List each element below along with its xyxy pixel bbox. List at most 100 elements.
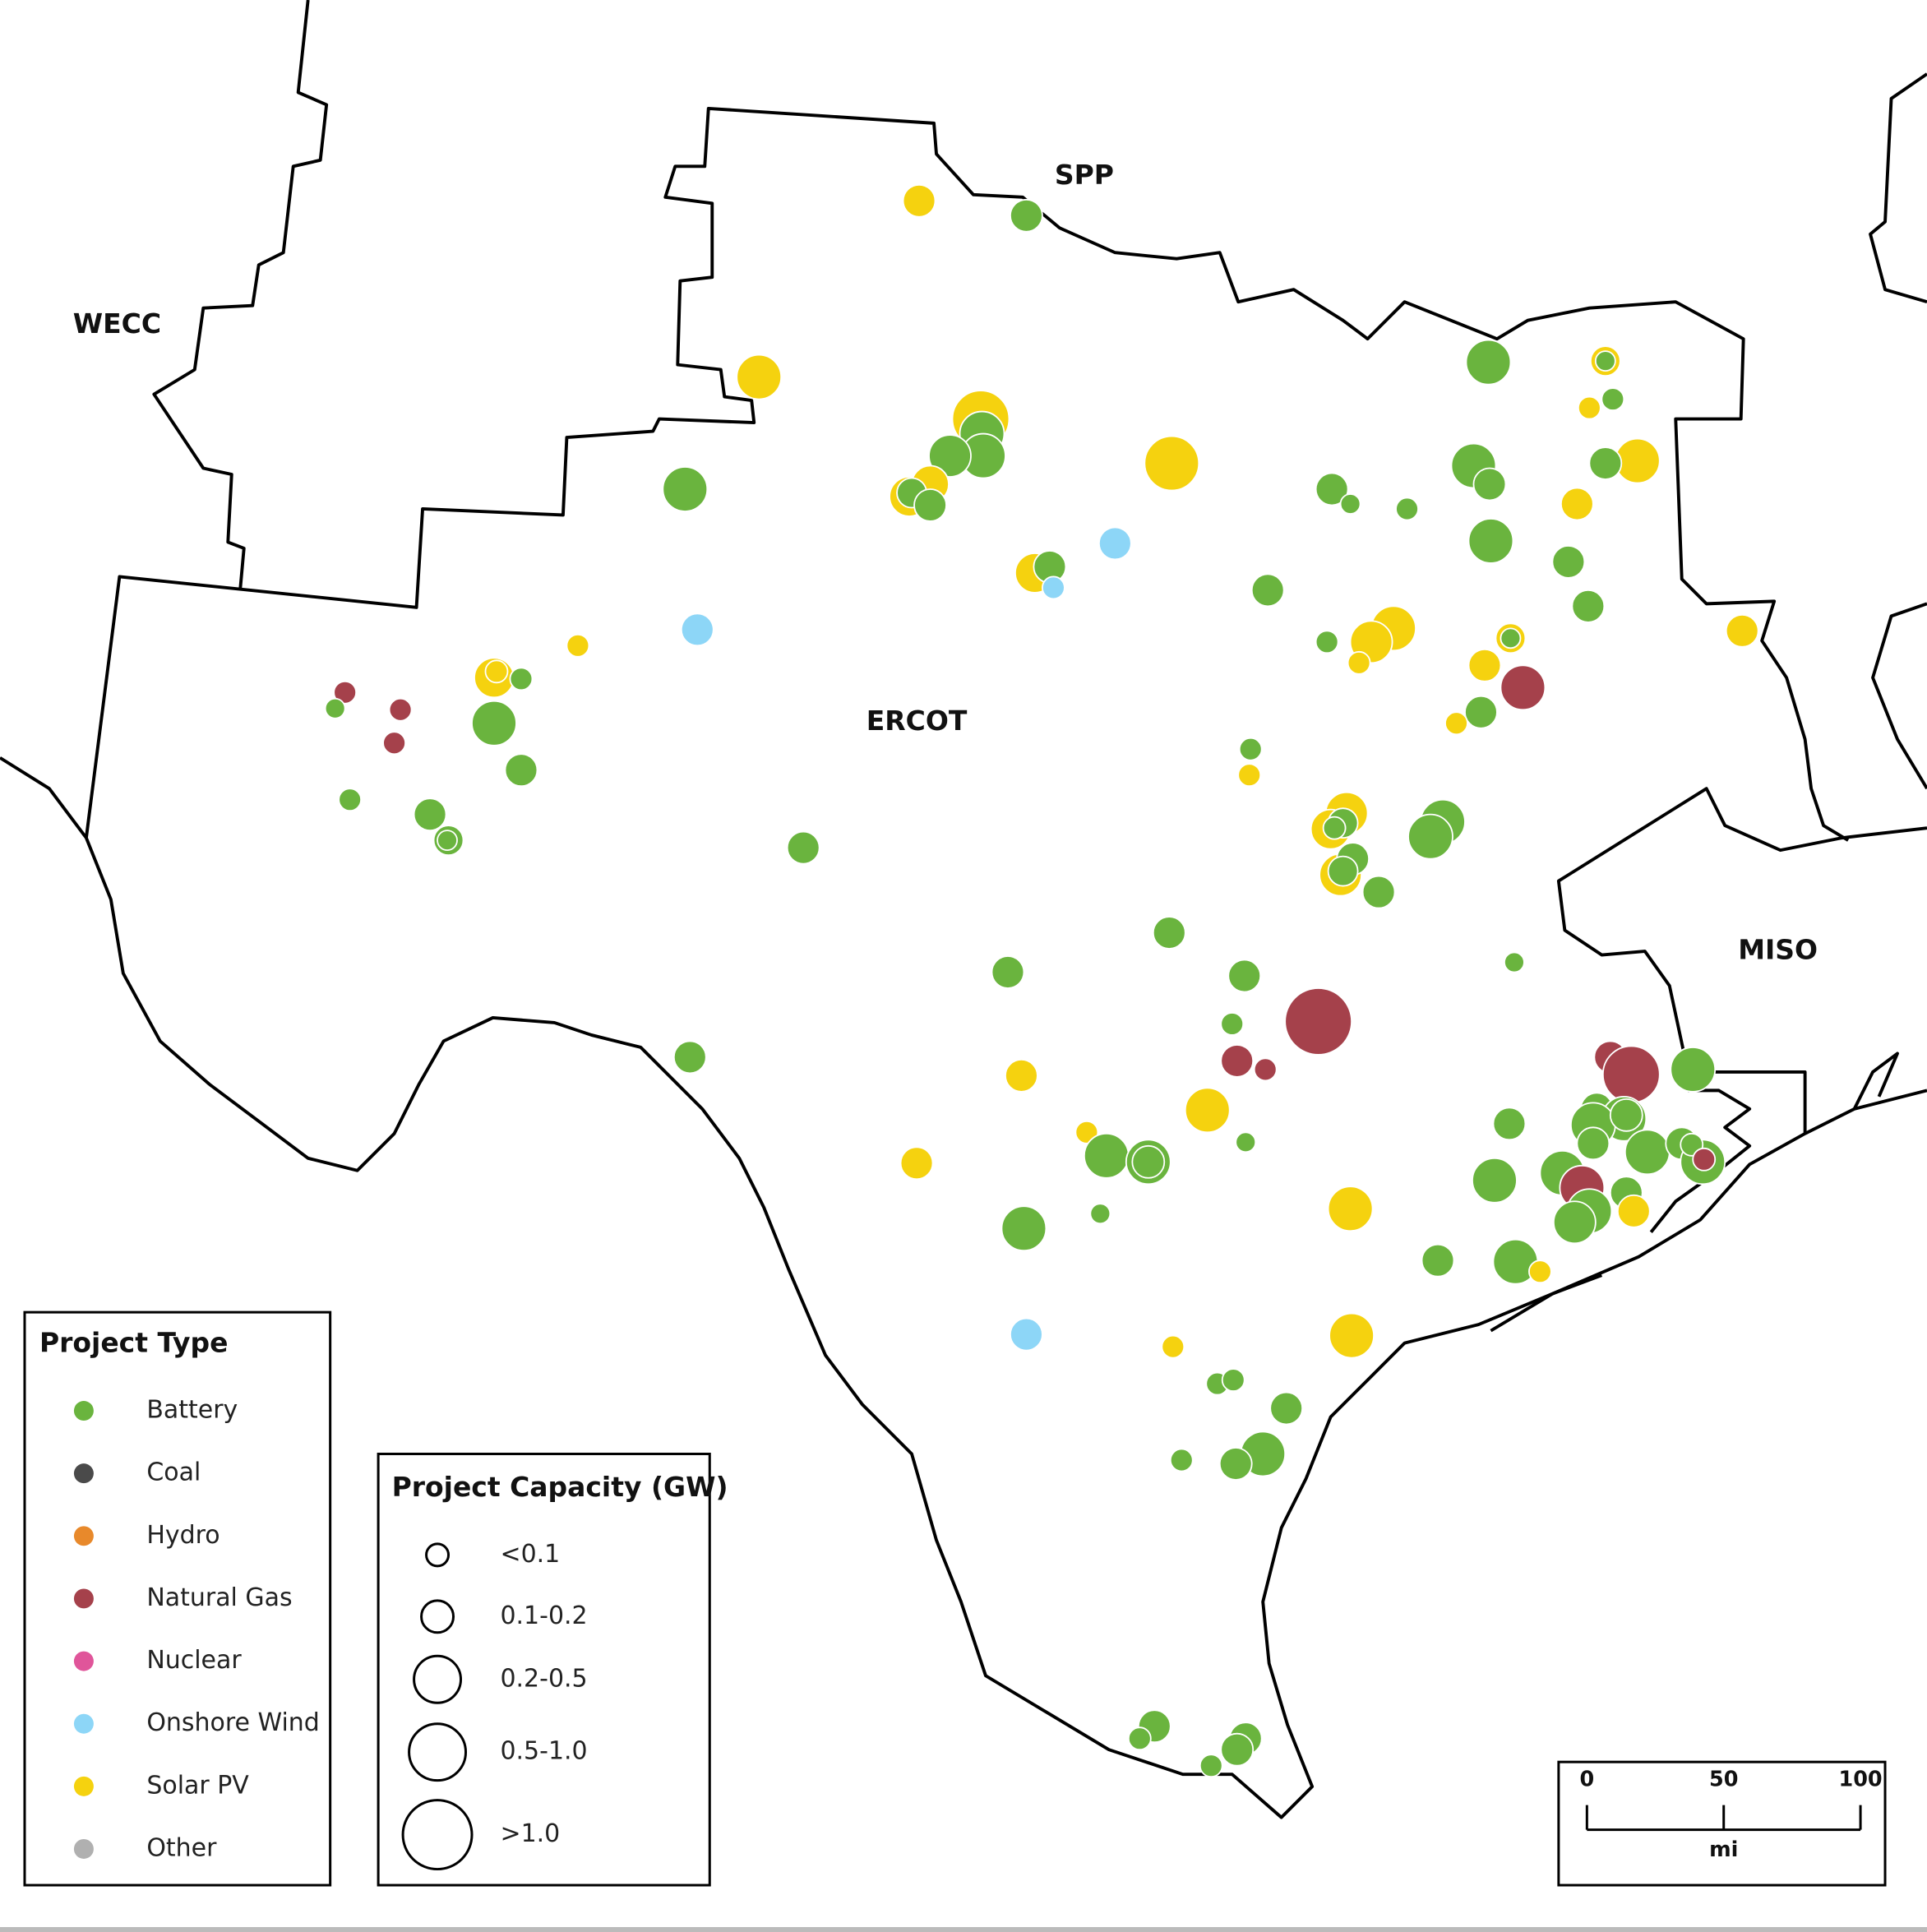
project-dot xyxy=(1552,1200,1597,1245)
project-dot xyxy=(1220,1044,1255,1078)
project-dot xyxy=(1500,664,1546,711)
project-dot xyxy=(509,667,534,691)
legend-label: Battery xyxy=(146,1396,238,1425)
project-dot xyxy=(1329,1312,1375,1359)
size-swatch xyxy=(401,1799,474,1871)
legend-swatch xyxy=(73,1588,94,1609)
legend-title: Project Type xyxy=(39,1327,229,1359)
project-dot xyxy=(1339,493,1361,515)
project-dot xyxy=(736,354,783,400)
project-dot xyxy=(484,659,509,684)
size-swatch xyxy=(420,1599,455,1634)
project-dot xyxy=(1010,1317,1043,1352)
project-dot xyxy=(1250,573,1285,608)
project-dot xyxy=(324,697,346,719)
project-dot xyxy=(1010,198,1043,233)
project-dot xyxy=(1152,916,1186,950)
legend-label: Nuclear xyxy=(146,1646,242,1675)
project-dot xyxy=(1169,1448,1194,1472)
project-dot xyxy=(1361,875,1396,909)
size-swatch xyxy=(408,1722,468,1782)
project-dot xyxy=(1227,959,1262,993)
ercot-boundary xyxy=(0,756,1927,1819)
bottom-bar xyxy=(0,1927,1927,1932)
project-dot xyxy=(1528,1259,1552,1284)
legend-swatch xyxy=(73,1401,94,1421)
project-dot xyxy=(437,830,458,852)
legend-swatch xyxy=(73,1713,94,1734)
project-dot xyxy=(1472,1157,1518,1204)
project-dot xyxy=(388,697,413,722)
region-label: SPP xyxy=(1055,159,1114,191)
project-dot xyxy=(1237,763,1262,788)
size-swatch xyxy=(413,1654,463,1704)
project-dot xyxy=(1464,695,1498,729)
project-dot xyxy=(899,1146,934,1181)
project-dots xyxy=(324,183,1759,1778)
project-dot xyxy=(1235,1131,1257,1153)
project-dot xyxy=(1551,545,1586,579)
type-legend: Project Type Battery Coal Hydro Natural Gas… xyxy=(23,1310,332,1887)
region-label: ERCOT xyxy=(866,705,968,737)
project-dot xyxy=(1465,339,1512,386)
project-dot xyxy=(1005,1059,1038,1093)
project-dot xyxy=(1098,526,1132,561)
project-dot xyxy=(1444,711,1468,736)
project-dot xyxy=(1670,1047,1717,1093)
project-dot xyxy=(1347,650,1371,675)
legend-swatch xyxy=(73,1838,94,1859)
project-dot xyxy=(1000,1205,1047,1252)
scale-label: 100 xyxy=(1838,1768,1882,1792)
legend-label: Natural Gas xyxy=(146,1583,292,1612)
project-dot xyxy=(1472,467,1507,501)
legend-swatch xyxy=(73,1526,94,1546)
project-dot xyxy=(928,434,972,478)
project-dot xyxy=(1421,1243,1455,1278)
project-dot xyxy=(1576,1126,1610,1161)
project-dot xyxy=(1199,1754,1223,1778)
project-dot xyxy=(1327,1186,1374,1232)
coast-detail xyxy=(1490,1052,1899,1333)
project-dot xyxy=(1220,1012,1245,1036)
project-dot xyxy=(1269,1391,1304,1426)
legend-swatch xyxy=(73,1463,94,1484)
legend-label: Solar PV xyxy=(146,1771,249,1800)
project-dot xyxy=(1492,1107,1527,1141)
capacity-legend: Project Capacity (GW) <0.1 0.1-0.2 0.2-0.5… xyxy=(377,1452,728,1887)
project-dot xyxy=(1083,1132,1130,1179)
project-dot xyxy=(1577,395,1601,420)
project-dot xyxy=(1407,813,1453,860)
project-dot xyxy=(413,797,447,832)
project-dot xyxy=(991,955,1025,989)
scale-unit: mi xyxy=(1709,1837,1738,1862)
project-dot xyxy=(1601,1045,1661,1104)
region-label: WECC xyxy=(73,307,161,340)
project-dot xyxy=(1395,497,1419,521)
legend-label: Other xyxy=(146,1833,217,1862)
project-dot xyxy=(680,612,714,647)
project-dot xyxy=(1238,737,1263,761)
project-dot xyxy=(1467,648,1502,682)
project-dot xyxy=(382,731,406,756)
scale-box xyxy=(1557,1760,1887,1887)
project-dot xyxy=(1588,446,1623,480)
project-dot xyxy=(1327,855,1359,887)
project-dot xyxy=(1322,816,1347,840)
project-dot xyxy=(1089,1203,1111,1225)
project-dot xyxy=(1042,575,1065,600)
project-dot xyxy=(786,830,820,865)
project-dot xyxy=(1161,1334,1185,1359)
project-dot xyxy=(1221,1368,1245,1392)
legend-box xyxy=(377,1452,711,1887)
project-dot xyxy=(1284,987,1352,1056)
wecc-spp-boundary xyxy=(152,0,329,589)
legend-label: Hydro xyxy=(146,1521,220,1550)
legend-swatch xyxy=(73,1651,94,1671)
size-label: 0.2-0.5 xyxy=(500,1664,587,1693)
legend-title: Project Capacity (GW) xyxy=(392,1471,728,1503)
project-dot xyxy=(902,183,936,218)
project-dot xyxy=(1467,518,1514,564)
ercot-north-boundary xyxy=(84,106,1850,842)
project-dot xyxy=(1127,1726,1152,1751)
